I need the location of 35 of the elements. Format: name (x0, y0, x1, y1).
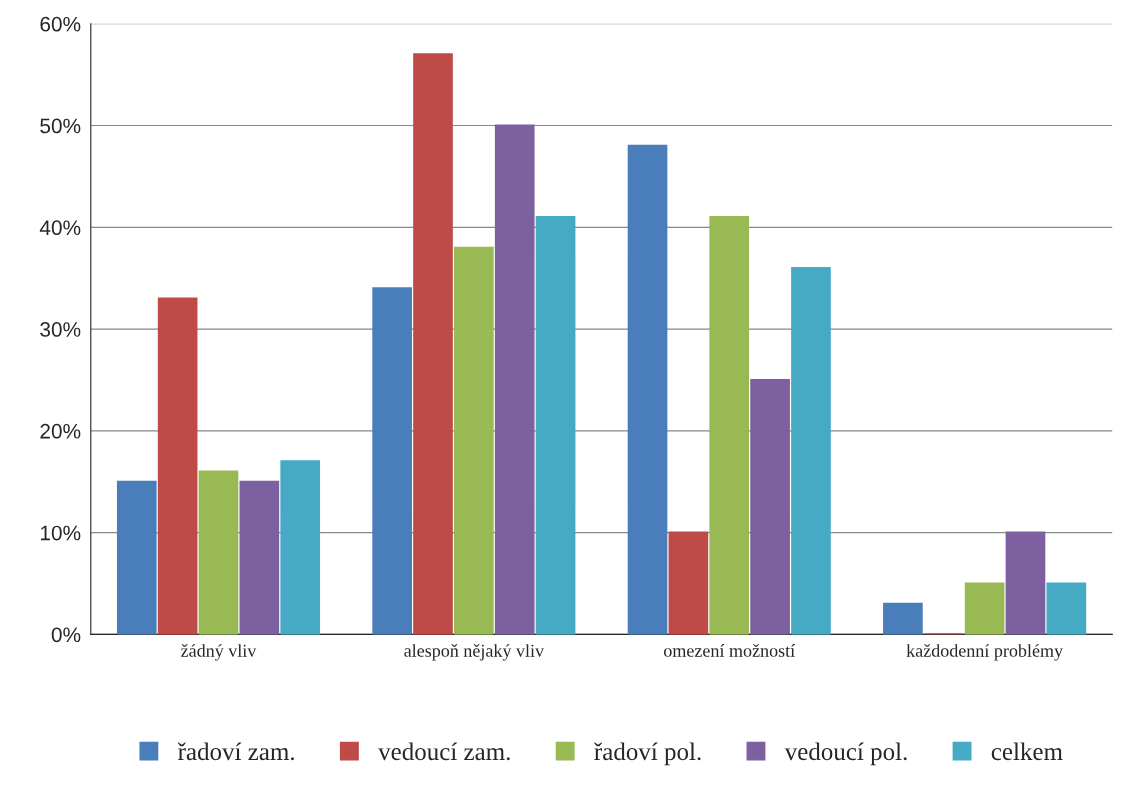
y-tick-label: 60% (40, 16, 81, 32)
bar (750, 378, 790, 635)
bar (791, 266, 831, 635)
bar (494, 124, 535, 635)
y-tick-label: 0% (51, 627, 81, 643)
legend-label: celkem (991, 742, 1063, 761)
legend-label: řadoví zam. (177, 742, 294, 761)
x-tick-label: alespoň nějaký vliv (404, 644, 545, 661)
bar (535, 216, 576, 635)
bar (239, 480, 280, 635)
y-tick-label: 30% (40, 322, 81, 337)
y-tick-label: 50% (40, 118, 81, 134)
bar (413, 53, 453, 635)
bar (280, 460, 321, 635)
bar (116, 480, 157, 635)
bar (372, 287, 412, 635)
bar (627, 144, 668, 635)
y-tick-label: 10% (40, 525, 81, 541)
y-tick-label: 40% (39, 220, 81, 236)
bar (668, 531, 709, 635)
y-tick-label: 20% (40, 423, 81, 439)
x-tick-label: omezení možností (663, 644, 795, 657)
bar (454, 246, 494, 635)
x-tick-label: každodenní problémy (906, 644, 1064, 661)
x-tick-label: žádný vliv (181, 644, 257, 661)
bar (1005, 531, 1046, 635)
bar (198, 470, 239, 635)
legend-label: vedoucí zam. (378, 742, 510, 761)
bar (883, 602, 923, 635)
legend-label: vedoucí pol. (784, 742, 907, 766)
bar (709, 216, 750, 635)
legend-label: řadoví pol. (594, 742, 701, 766)
bar (157, 297, 198, 635)
bar (1046, 582, 1087, 635)
bar (964, 582, 1005, 635)
